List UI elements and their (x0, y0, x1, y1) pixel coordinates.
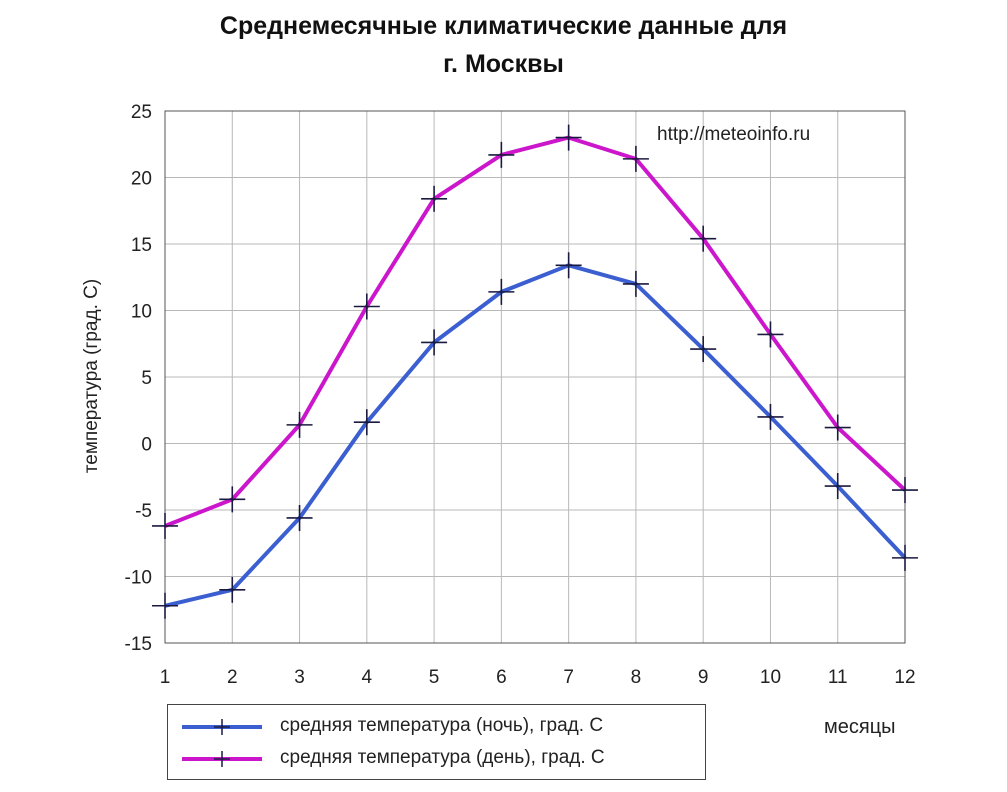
x-axis-label: месяцы (824, 716, 896, 738)
x-tick-label: 7 (563, 667, 574, 688)
legend-label-day: средняя температура (день), град. С (280, 747, 605, 768)
y-tick-label: 15 (131, 235, 152, 256)
legend-label-night: средняя температура (ночь), град. С (280, 715, 604, 736)
y-tick-label: 0 (141, 435, 152, 456)
x-tick-label: 4 (362, 667, 373, 688)
x-tick-label: 9 (698, 667, 709, 688)
legend-entry-day: средняя температура (день), град. С (168, 743, 705, 773)
x-tick-label: 1 (160, 667, 171, 688)
x-tick-label: 8 (631, 667, 642, 688)
y-tick-label: -5 (135, 501, 152, 522)
x-tick-label: 12 (894, 667, 915, 688)
source-annotation: http://meteoinfo.ru (657, 124, 811, 145)
y-tick-label: 25 (131, 102, 152, 123)
y-tick-label: -10 (125, 568, 152, 589)
legend-swatch-day (182, 751, 262, 767)
x-tick-label: 5 (429, 667, 440, 688)
y-tick-label: 5 (141, 368, 152, 389)
series-line-night (164, 263, 907, 608)
chart-title-line-2: г. Москвы (443, 50, 564, 78)
y-tick-label: 10 (131, 302, 152, 323)
y-axis-label: температура (град. С) (81, 278, 102, 474)
y-tick-label: 20 (131, 169, 152, 190)
x-tick-label: 3 (294, 667, 305, 688)
x-tick-label: 11 (828, 667, 848, 688)
y-tick-label: -15 (125, 634, 152, 655)
x-tick-label: 10 (760, 667, 781, 688)
legend-entry-night: средняя температура (ночь), град. С (168, 711, 705, 741)
chart-title-line-1: Среднемесячные климатические данные для (219, 12, 788, 40)
legend-swatch-night (182, 719, 262, 735)
series-line-day (164, 135, 907, 528)
plot-border (164, 110, 906, 644)
x-tick-label: 6 (496, 667, 507, 688)
x-tick-label: 2 (227, 667, 238, 688)
legend: средняя температура (ночь), град. С сред… (167, 704, 706, 780)
